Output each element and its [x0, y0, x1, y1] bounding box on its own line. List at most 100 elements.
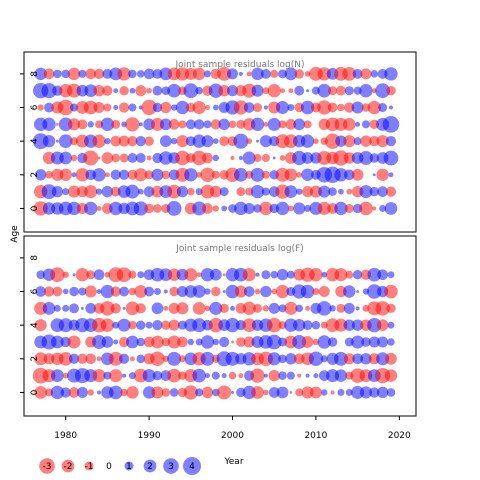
- residual-bubble: [360, 135, 372, 147]
- residual-bubble: [126, 335, 139, 349]
- residual-bubble: [127, 153, 138, 163]
- residual-bubble: [205, 105, 210, 110]
- residual-bubble: [204, 305, 211, 312]
- residual-bubble: [353, 137, 362, 146]
- residual-bubble: [337, 388, 345, 396]
- residual-bubble: [176, 135, 189, 148]
- residual-bubble: [272, 156, 276, 160]
- residual-bubble: [151, 168, 164, 181]
- x-axis: 1980 1990 2000 2010 2020: [54, 416, 411, 441]
- legend-bubble: [84, 461, 94, 471]
- residual-bubble: [359, 185, 373, 199]
- residual-bubble: [151, 302, 164, 315]
- residual-bubble: [343, 169, 355, 181]
- residual-bubble: [287, 104, 295, 112]
- y-axis-bottom: 0 2 4 6 8: [20, 255, 40, 395]
- residual-bubble: [321, 271, 328, 278]
- residual-bubble: [170, 137, 178, 145]
- residual-bubble: [78, 287, 87, 296]
- residual-bubble: [62, 304, 70, 312]
- residual-bubble: [337, 103, 345, 112]
- panel-bottom-frame: [23, 235, 417, 417]
- y-tick-label: 0: [30, 205, 40, 211]
- y-tick-label: 4: [30, 322, 40, 328]
- legend-bubble: [61, 459, 75, 473]
- residual-bubble: [376, 352, 390, 366]
- residual-bubble: [295, 388, 304, 397]
- residual-bubble: [312, 338, 320, 346]
- residual-bubble: [388, 172, 394, 178]
- residual-bubble: [227, 85, 239, 97]
- residual-bubble: [219, 136, 230, 147]
- residual-bubble: [170, 104, 178, 111]
- residual-bubble: [36, 270, 45, 279]
- residual-bubble: [359, 201, 373, 216]
- residual-bubble: [375, 83, 391, 99]
- residual-bubble: [103, 371, 112, 380]
- residual-bubble: [110, 135, 122, 147]
- residual-bubble: [128, 372, 136, 380]
- residual-bubble: [372, 206, 377, 211]
- residual-bubble: [72, 273, 76, 277]
- residual-bubble: [285, 353, 297, 365]
- residual-bubble: [161, 320, 171, 330]
- residual-bubble: [212, 104, 219, 111]
- residual-bubble: [44, 102, 54, 113]
- residual-bubble: [92, 335, 107, 349]
- residual-bubble: [327, 337, 338, 347]
- residual-bubble: [300, 134, 315, 148]
- residual-bubble: [202, 203, 213, 214]
- residual-bubble: [309, 185, 322, 198]
- legend-label: 3: [168, 462, 174, 472]
- residual-bubble: [369, 153, 380, 163]
- residual-bubble: [93, 68, 105, 80]
- residual-bubble: [194, 119, 205, 130]
- residual-bubble: [37, 104, 44, 111]
- residual-bubble: [261, 187, 270, 196]
- residual-bubble: [270, 270, 278, 279]
- residual-bubble: [293, 318, 306, 332]
- residual-bubble: [161, 170, 171, 180]
- residual-bubble: [243, 286, 255, 297]
- residual-bubble: [70, 137, 79, 146]
- residual-bubble: [152, 370, 163, 381]
- residual-bubble: [83, 100, 98, 115]
- residual-bubble: [167, 368, 181, 383]
- residual-bubble: [382, 116, 400, 133]
- residual-bubble: [219, 303, 229, 314]
- residual-bubble: [51, 335, 64, 349]
- residual-bubble: [387, 321, 395, 329]
- residual-bubble: [129, 87, 136, 94]
- residual-bubble: [58, 318, 73, 333]
- residual-bubble: [59, 151, 73, 165]
- residual-bubble: [253, 303, 263, 313]
- residual-bubble: [310, 386, 322, 399]
- residual-bubble: [212, 338, 220, 346]
- residual-bubble: [261, 170, 270, 179]
- x-tick-label: 1980: [54, 431, 77, 441]
- residual-bubble: [263, 389, 269, 396]
- residual-bubble: [136, 337, 146, 347]
- residual-bubble: [338, 188, 344, 195]
- residual-bubble: [187, 338, 194, 346]
- residual-bubble: [296, 171, 303, 178]
- residual-bubble: [219, 187, 229, 197]
- residual-bubble: [101, 185, 114, 198]
- residual-bubble: [104, 172, 110, 178]
- residual-bubble: [236, 337, 246, 347]
- residual-bubble: [333, 150, 349, 166]
- residual-bubble: [286, 270, 295, 279]
- residual-bubble: [367, 100, 381, 115]
- residual-bubble: [62, 372, 69, 379]
- residual-bubble: [101, 336, 114, 348]
- residual-bubble: [267, 352, 281, 366]
- residual-bubble: [183, 83, 199, 99]
- residual-bubble: [376, 386, 389, 399]
- residual-bubble: [250, 184, 265, 199]
- residual-bubble: [152, 85, 163, 96]
- residual-bubble: [137, 188, 144, 195]
- residual-bubble: [58, 134, 73, 148]
- residual-bubble: [386, 85, 396, 96]
- residual-bubble: [69, 286, 79, 297]
- residual-bubble: [178, 371, 187, 380]
